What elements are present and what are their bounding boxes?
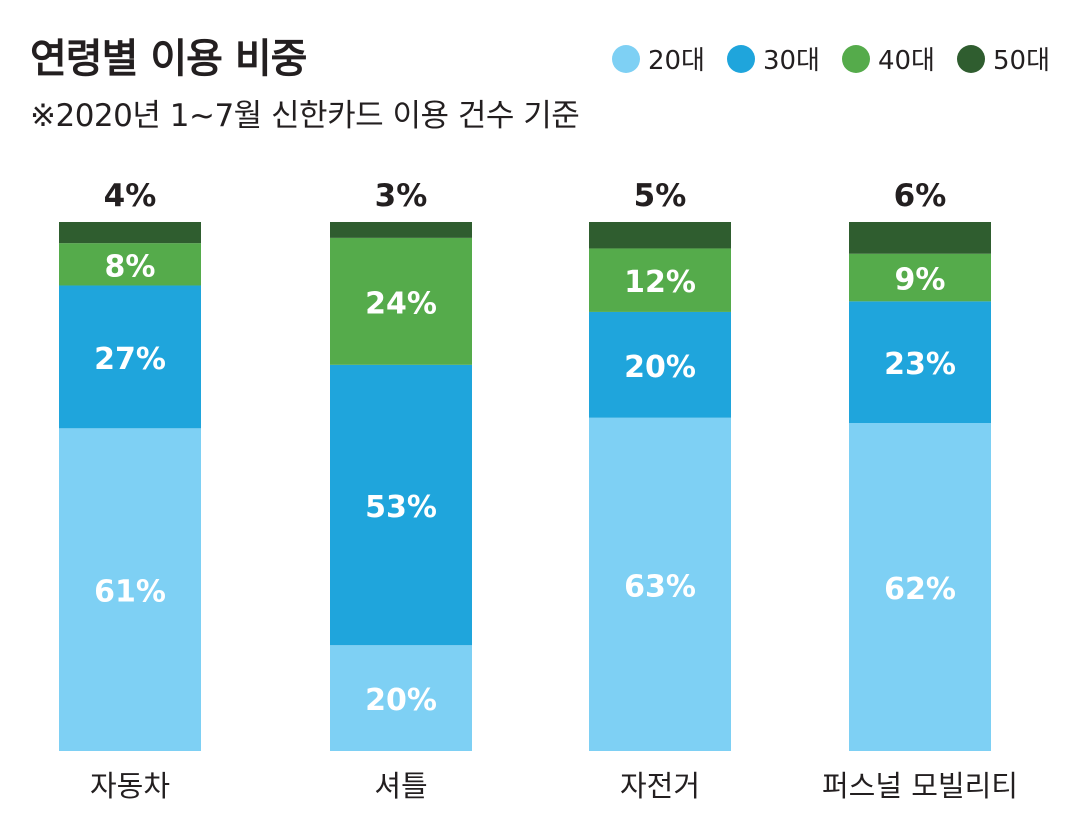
bar-segment-40s	[59, 243, 201, 286]
data-label-50s: 4%	[104, 178, 157, 214]
chart-title: 연령별 이용 비중	[30, 36, 307, 82]
data-label-20s: 61%	[94, 575, 166, 610]
data-label-30s: 23%	[884, 347, 956, 382]
data-label-20s: 62%	[884, 572, 956, 607]
data-label-30s: 20%	[624, 350, 696, 385]
bar-segment-20s	[849, 423, 991, 751]
data-label-40s: 9%	[895, 263, 946, 298]
legend-swatch-40s	[841, 44, 870, 73]
chart-legend: 20대 30대 40대 50대	[611, 40, 1050, 77]
bar-segment-40s	[849, 253, 991, 302]
bar-segment-50s	[849, 222, 991, 254]
legend-swatch-20s	[611, 44, 640, 73]
bar-segment-30s	[330, 364, 472, 646]
bar-segment-20s	[330, 645, 472, 751]
bar-segment-50s	[59, 222, 201, 244]
legend-label-30s: 30대	[762, 46, 820, 76]
legend-item-30s: 30대	[726, 40, 820, 77]
bar-segment-30s	[59, 285, 201, 429]
data-label-50s: 3%	[375, 178, 428, 214]
category-label: 자동차	[90, 769, 170, 803]
bar-segment-40s	[589, 248, 731, 312]
bar-segment-40s	[330, 237, 472, 365]
data-label-40s: 12%	[624, 265, 696, 300]
data-label-20s: 20%	[365, 683, 437, 718]
data-label-50s: 6%	[894, 178, 947, 214]
data-label-40s: 24%	[365, 286, 437, 321]
legend-item-50s: 50대	[956, 40, 1050, 77]
data-label-20s: 63%	[624, 569, 696, 604]
legend-label-40s: 40대	[877, 46, 935, 76]
bar-segment-30s	[589, 311, 731, 418]
legend-label-50s: 50대	[992, 46, 1050, 76]
bar-segment-50s	[589, 222, 731, 249]
bar-segment-20s	[589, 417, 731, 751]
chart-subtitle: ※2020년 1~7월 신한카드 이용 건수 기준	[30, 98, 580, 134]
data-label-50s: 5%	[634, 178, 687, 214]
legend-swatch-50s	[956, 44, 985, 73]
bar-segment-30s	[849, 301, 991, 424]
legend-item-40s: 40대	[841, 40, 935, 77]
category-label: 퍼스널 모빌리티	[822, 769, 1018, 803]
data-label-40s: 8%	[105, 249, 156, 284]
legend-item-20s: 20대	[611, 40, 705, 77]
data-label-30s: 27%	[94, 342, 166, 377]
bar-segment-50s	[330, 222, 472, 238]
legend-swatch-30s	[726, 44, 755, 73]
category-label: 자전거	[620, 769, 700, 803]
data-label-30s: 53%	[365, 490, 437, 525]
category-label: 셔틀	[374, 769, 427, 803]
bar-segment-20s	[59, 428, 201, 751]
legend-label-20s: 20대	[647, 46, 705, 76]
